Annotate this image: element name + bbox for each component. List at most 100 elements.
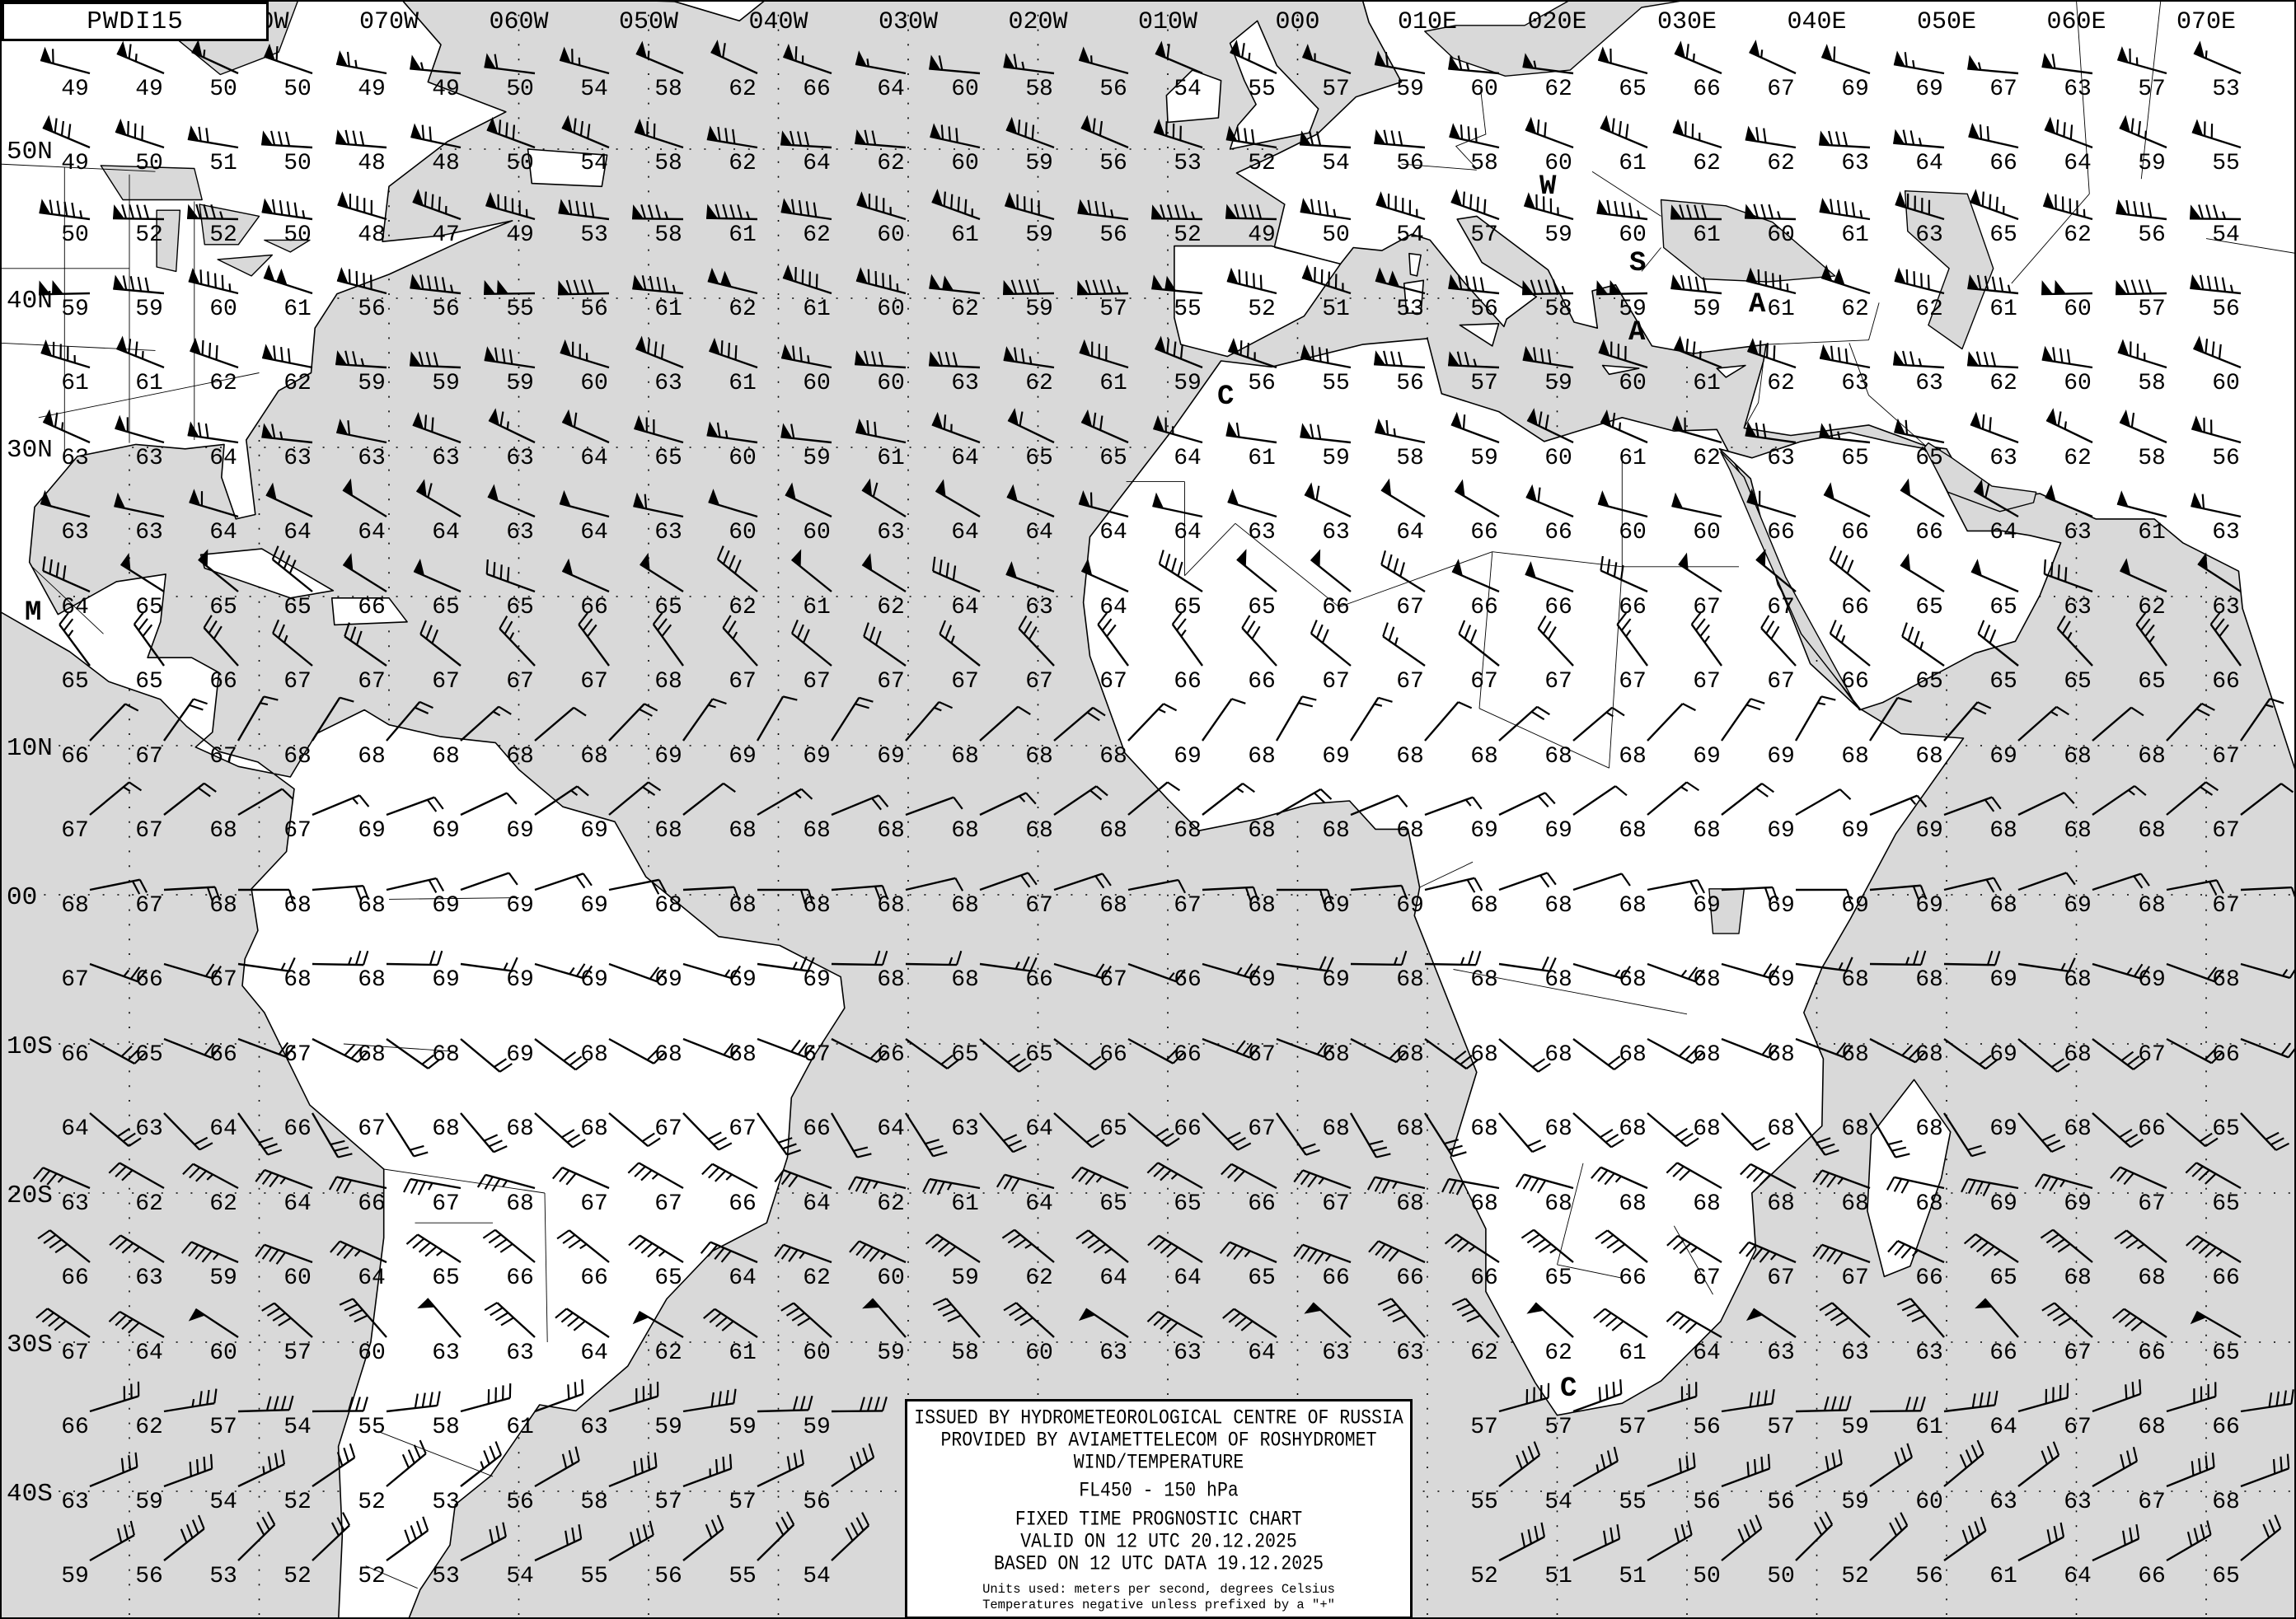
temperature-value: 57	[1470, 371, 1498, 396]
barb-staff	[1310, 632, 1352, 667]
temperature-value: 62	[1025, 371, 1053, 396]
temperature-value: 59	[1025, 222, 1053, 248]
temperature-value: 63	[2212, 520, 2240, 545]
temperature-value: 67	[1693, 595, 1721, 620]
temperature-value: 69	[1767, 967, 1795, 993]
barb-full	[578, 612, 588, 625]
temperature-value: 68	[1248, 818, 1276, 844]
barb-full	[429, 1392, 433, 1407]
temperature-value: 64	[1396, 520, 1424, 545]
barb-full	[1911, 1314, 1926, 1322]
barb-full	[881, 950, 888, 966]
barb-half	[1614, 1175, 1622, 1183]
barb-full	[2283, 1390, 2287, 1406]
barb-full	[1531, 710, 1545, 721]
barb-full	[2205, 781, 2219, 792]
temperature-value: 66	[2212, 1266, 2240, 1291]
barb-staff	[460, 1038, 501, 1073]
temperature-value: 54	[209, 1490, 237, 1515]
temperature-value: 63	[2064, 77, 2092, 102]
barb-staff	[682, 1037, 732, 1059]
barb-full	[714, 1247, 725, 1260]
temperature-value: 68	[2138, 1266, 2166, 1291]
barb-half	[449, 284, 454, 293]
barb-full	[807, 1395, 813, 1411]
temperature-value: 57	[283, 1341, 312, 1366]
barb-full	[261, 1172, 273, 1186]
temperature-value: 60	[1693, 520, 1721, 545]
barb-full	[407, 1449, 415, 1464]
barb-pennant	[1079, 490, 1090, 507]
barb-full	[947, 1314, 962, 1322]
barb-staff	[1202, 1037, 1251, 1059]
barb-staff	[905, 1038, 949, 1069]
barb-full	[571, 1527, 576, 1542]
based-on-line: BASED ON 12 UTC DATA 19.12.2025	[994, 1552, 1324, 1576]
temperature-value: 63	[1915, 1341, 1943, 1366]
barb-full	[288, 559, 297, 574]
barb-full	[499, 615, 508, 629]
barb-full	[1886, 1177, 1895, 1191]
border-line	[1419, 861, 1474, 888]
barb-full	[2186, 1235, 2198, 1247]
barb-full	[1086, 711, 1100, 722]
temperature-value: 68	[358, 967, 386, 993]
barb-full	[498, 119, 502, 135]
barb-full	[1533, 1441, 1541, 1456]
barb-full	[1831, 1453, 1836, 1467]
temperature-value: 64	[209, 446, 237, 471]
barb-full	[945, 562, 949, 578]
temperature-value: 65	[61, 669, 89, 695]
border-line	[1478, 708, 1610, 769]
temperature-value: 62	[877, 1191, 905, 1217]
temperature-value: 68	[1693, 818, 1721, 844]
barb-pennant	[1375, 418, 1387, 435]
barb-full	[1690, 612, 1702, 625]
barb-full	[189, 1462, 192, 1476]
latitude-label: 00	[7, 883, 37, 912]
barb-staff	[163, 962, 213, 980]
barb-half	[1837, 1177, 1844, 1185]
barb-pennant	[1300, 198, 1312, 213]
land-polygon	[1165, 69, 1222, 124]
barb-full	[2053, 1525, 2059, 1541]
barb-staff	[1424, 796, 1474, 817]
barb-full	[194, 1136, 209, 1145]
barb-staff	[163, 1528, 205, 1561]
barb-staff	[1721, 1528, 1763, 1561]
barb-staff	[1721, 1112, 1758, 1151]
temperature-value: 69	[1396, 893, 1424, 919]
barb-staff	[237, 1112, 269, 1156]
barb-full	[1020, 348, 1025, 363]
barb-pennant	[40, 489, 52, 507]
barb-staff	[635, 347, 684, 369]
temperature-value: 63	[2064, 1490, 2092, 1515]
barb-pennant	[1596, 280, 1609, 295]
temperature-value: 64	[951, 595, 979, 620]
barb-full	[869, 1047, 882, 1060]
latitude-label: 20S	[7, 1181, 53, 1210]
barb-staff	[1424, 962, 1477, 966]
temperature-value: 63	[135, 1116, 163, 1142]
temperature-value: 62	[803, 1266, 831, 1291]
temperature-value: 60	[358, 1341, 386, 1366]
barb-full	[2206, 1520, 2212, 1535]
temperature-value: 67	[1470, 669, 1498, 695]
barb-staff	[2123, 1308, 2167, 1338]
barb-staff	[939, 633, 981, 667]
temperature-value: 67	[506, 669, 534, 695]
temperature-value: 69	[1915, 77, 1943, 102]
barb-full	[1249, 1045, 1260, 1059]
temperature-value: 48	[358, 151, 386, 176]
barb-full	[1325, 348, 1329, 363]
temperature-value: 59	[1470, 446, 1498, 471]
barb-full	[710, 1519, 719, 1534]
barb-staff	[2092, 1112, 2132, 1149]
temperature-value: 54	[2212, 222, 2240, 248]
barb-pennant	[1153, 119, 1165, 136]
temperature-value: 69	[654, 744, 682, 770]
barb-full	[874, 630, 882, 646]
temperature-value: 50	[135, 151, 163, 176]
barb-full	[1919, 950, 1927, 966]
barb-staff	[1795, 1523, 1833, 1561]
